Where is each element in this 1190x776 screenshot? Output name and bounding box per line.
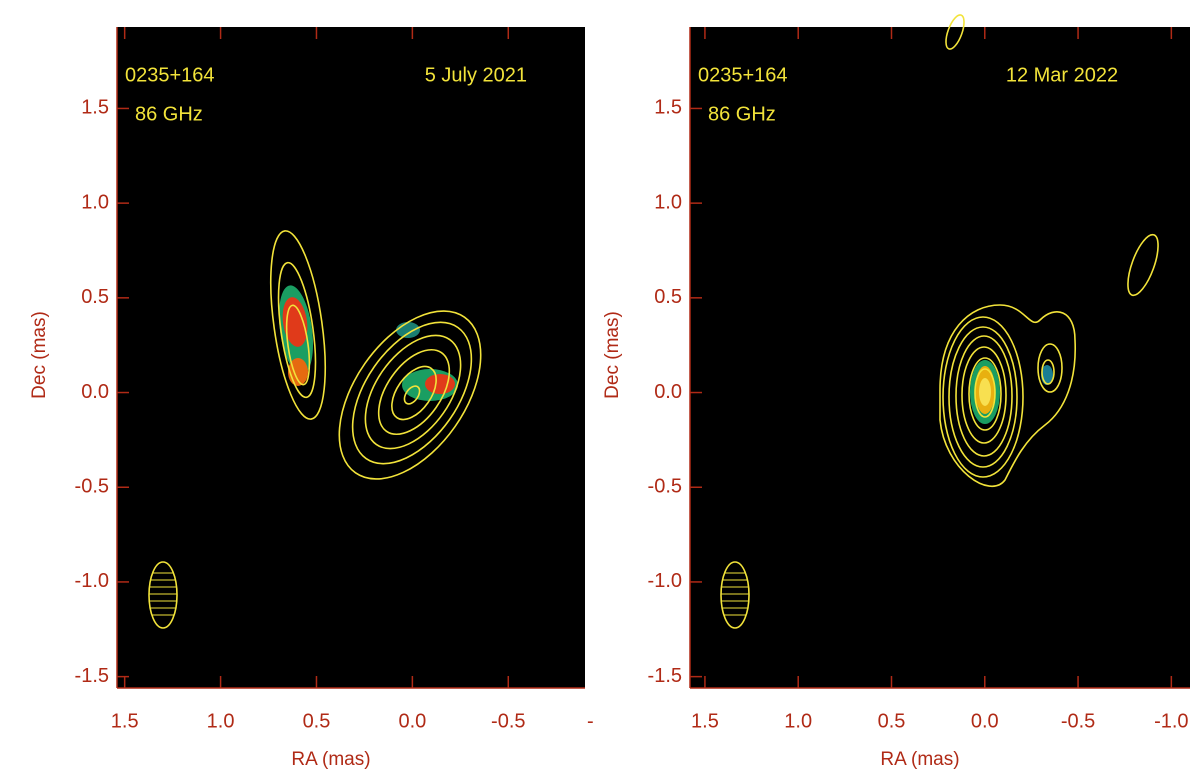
y-tick-label: -1.5 xyxy=(75,665,109,687)
x-tick-label: 0.0 xyxy=(398,710,426,732)
page: 1.5 1.0 0.5 0.0 -0.5 -1.0 1.5 1.0 0.5 0.0 -0.5 -1.0… xyxy=(0,0,1190,776)
y-tick-label: 1.0 xyxy=(81,191,109,213)
annotation: 0235+164 xyxy=(698,64,788,86)
x-tick-label: -0.5 xyxy=(1061,710,1095,732)
x-axis-label: RA (mas) xyxy=(880,749,959,770)
x-tick-label: 0.0 xyxy=(971,710,999,732)
x-tick-label: -1.0 xyxy=(587,710,595,732)
y-tick-label: 0.0 xyxy=(81,381,109,403)
x-tick-label: 0.5 xyxy=(303,710,331,732)
x-tick-label: 1.0 xyxy=(207,710,235,732)
annotation: 12 Mar 2022 xyxy=(1006,64,1118,86)
y-tick-label: 1.5 xyxy=(654,97,682,119)
x-tick-label: -0.5 xyxy=(491,710,525,732)
y-tick-label: -0.5 xyxy=(648,476,682,498)
y-tick-label: -0.5 xyxy=(75,476,109,498)
panel: 1.5 1.0 0.5 0.0 -0.5 -1.0 1.5 1.0 0.5 0.0 -0.5 -1.0… xyxy=(595,0,1190,776)
y-tick-label: -1.0 xyxy=(75,570,109,592)
x-tick-label: 0.5 xyxy=(878,710,906,732)
panel: 1.5 1.0 0.5 0.0 -0.5 -1.0 1.5 1.0 0.5 0.0 -0.5 -1.0… xyxy=(0,0,595,776)
y-tick-label: -1.0 xyxy=(648,570,682,592)
y-tick-label: 0.0 xyxy=(654,381,682,403)
annotation: 86 GHz xyxy=(708,103,776,125)
x-tick-label: 1.0 xyxy=(784,710,812,732)
annotation: 5 July 2021 xyxy=(425,64,527,86)
x-tick-label: 1.5 xyxy=(691,710,719,732)
annotation: 86 GHz xyxy=(135,103,203,125)
y-tick-label: 0.5 xyxy=(654,286,682,308)
map-background xyxy=(690,27,1190,688)
map-background xyxy=(117,27,585,688)
y-tick-label: 0.5 xyxy=(81,286,109,308)
x-axis-label: RA (mas) xyxy=(291,749,370,770)
y-tick-label: 1.0 xyxy=(654,191,682,213)
annotation: 0235+164 xyxy=(125,64,215,86)
y-axis-label: Dec (mas) xyxy=(29,311,50,399)
y-tick-label: 1.5 xyxy=(81,97,109,119)
x-tick-label: 1.5 xyxy=(111,710,139,732)
x-tick-label: -1.0 xyxy=(1154,710,1188,732)
y-tick-label: -1.5 xyxy=(648,665,682,687)
y-axis-label: Dec (mas) xyxy=(602,311,623,399)
